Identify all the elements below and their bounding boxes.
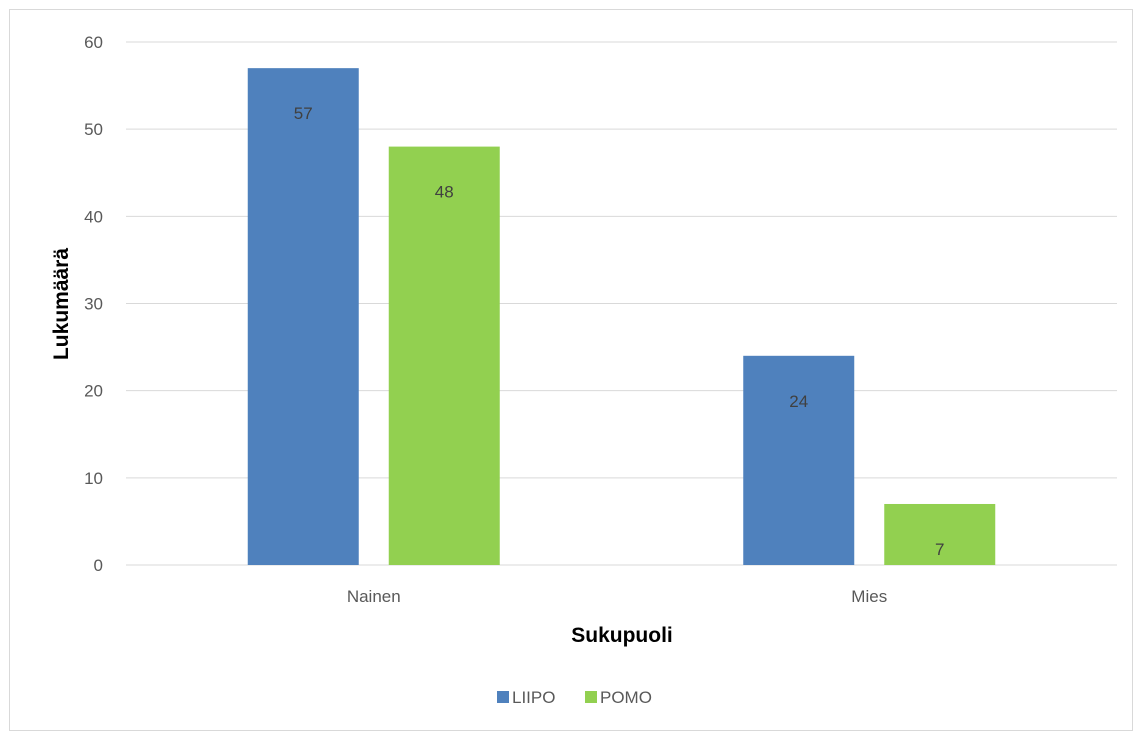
data-labels: 57 48 24 7 — [294, 104, 945, 559]
y-tick-label-40: 40 — [84, 207, 103, 226]
y-tick-label-20: 20 — [84, 382, 103, 401]
x-tick-label-nainen: Nainen — [347, 587, 401, 606]
y-tick-label-50: 50 — [84, 120, 103, 139]
y-tick-labels: 0 10 20 30 40 50 60 — [84, 33, 103, 575]
data-label-liipo-mies: 24 — [789, 392, 808, 411]
data-label-liipo-nainen: 57 — [294, 104, 313, 123]
bar-pomo-mies — [884, 503, 996, 565]
x-axis-title: Sukupuoli — [571, 624, 673, 647]
legend-swatch-pomo — [585, 691, 597, 703]
x-tick-labels: Nainen Mies — [347, 587, 887, 606]
y-tick-label-30: 30 — [84, 295, 103, 314]
legend-swatch-liipo — [497, 691, 509, 703]
y-tick-label-10: 10 — [84, 469, 103, 488]
y-tick-label-0: 0 — [94, 556, 103, 575]
bar-pomo-nainen — [388, 146, 500, 565]
x-tick-label-mies: Mies — [851, 587, 887, 606]
legend-label-liipo: LIIPO — [512, 688, 555, 707]
y-tick-label-60: 60 — [84, 33, 103, 52]
legend-label-pomo: POMO — [600, 688, 652, 707]
legend: LIIPO POMO — [497, 688, 652, 707]
data-label-pomo-mies: 7 — [935, 540, 944, 559]
bar-liipo-mies — [743, 355, 855, 565]
y-axis-title: Lukumäärä — [50, 248, 73, 360]
data-label-pomo-nainen: 48 — [435, 183, 454, 202]
bar-liipo-nainen — [247, 68, 359, 566]
bars — [247, 68, 996, 566]
